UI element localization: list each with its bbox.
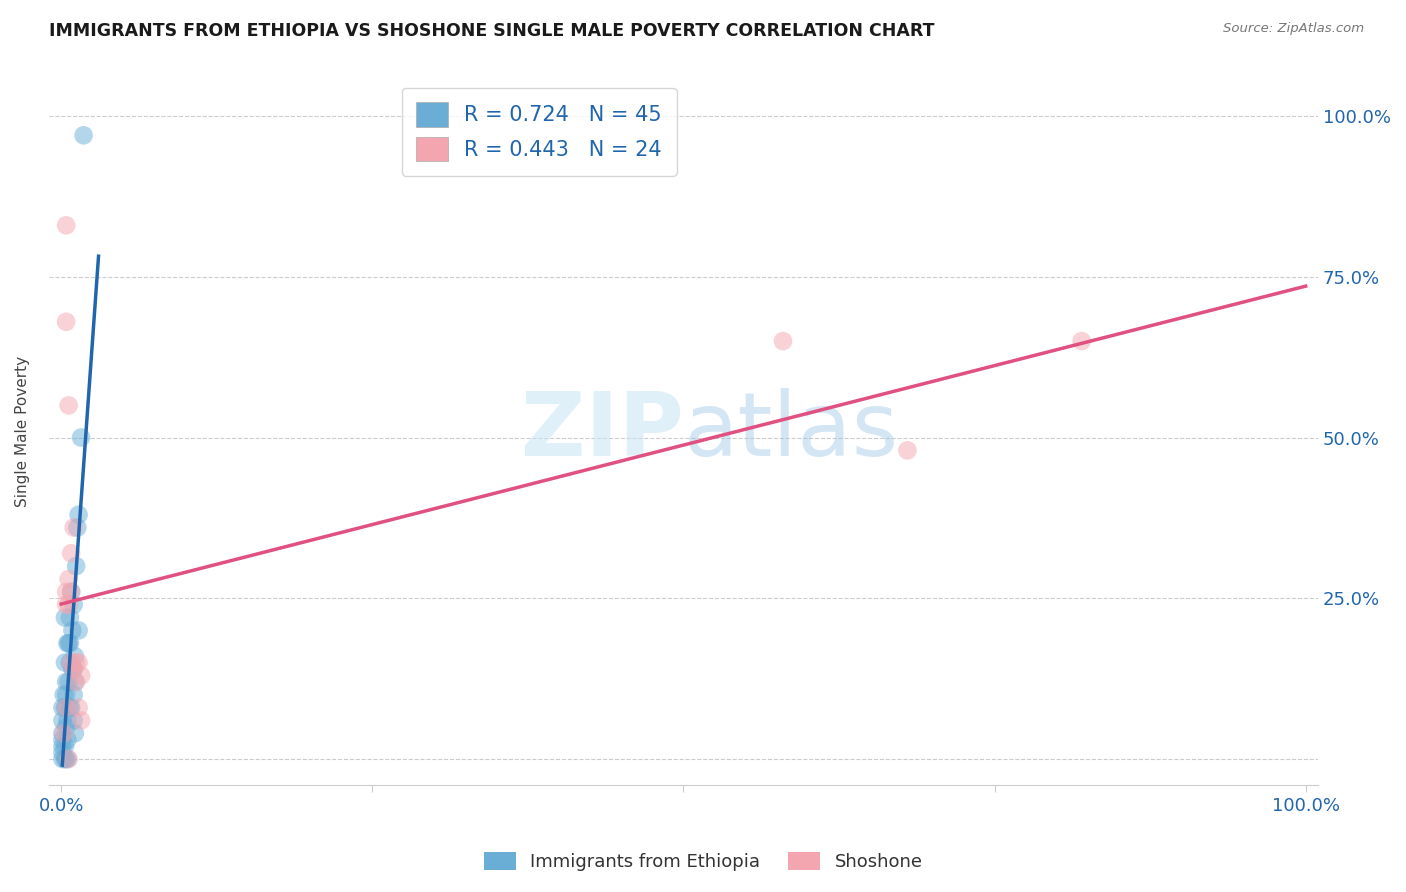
Point bbox=[63, 726, 86, 740]
Point bbox=[51, 752, 73, 766]
Point bbox=[53, 610, 76, 624]
Point bbox=[51, 739, 73, 754]
Point bbox=[62, 688, 84, 702]
Point bbox=[55, 720, 77, 734]
Point bbox=[62, 520, 84, 534]
Point bbox=[55, 219, 77, 233]
Point bbox=[62, 662, 84, 676]
Point bbox=[51, 700, 73, 714]
Point bbox=[51, 732, 73, 747]
Point bbox=[60, 624, 83, 638]
Point bbox=[55, 700, 77, 714]
Point bbox=[53, 752, 76, 766]
Point bbox=[58, 636, 80, 650]
Point bbox=[55, 700, 77, 714]
Point bbox=[65, 656, 87, 670]
Point bbox=[52, 688, 75, 702]
Point bbox=[62, 714, 84, 728]
Point bbox=[60, 585, 83, 599]
Point bbox=[55, 315, 77, 329]
Point bbox=[56, 714, 79, 728]
Point bbox=[58, 598, 80, 612]
Point bbox=[51, 714, 73, 728]
Point bbox=[59, 656, 82, 670]
Point bbox=[67, 656, 90, 670]
Point bbox=[62, 662, 84, 676]
Point bbox=[896, 443, 918, 458]
Legend: Immigrants from Ethiopia, Shoshone: Immigrants from Ethiopia, Shoshone bbox=[477, 845, 929, 879]
Y-axis label: Single Male Poverty: Single Male Poverty bbox=[15, 356, 30, 507]
Point bbox=[51, 726, 73, 740]
Text: ZIP: ZIP bbox=[520, 388, 683, 475]
Legend: R = 0.724   N = 45, R = 0.443   N = 24: R = 0.724 N = 45, R = 0.443 N = 24 bbox=[402, 87, 676, 176]
Point bbox=[55, 752, 77, 766]
Point bbox=[60, 585, 83, 599]
Point bbox=[60, 700, 83, 714]
Point bbox=[55, 688, 77, 702]
Point bbox=[772, 334, 794, 348]
Point bbox=[56, 636, 79, 650]
Point bbox=[67, 624, 90, 638]
Point bbox=[56, 732, 79, 747]
Point bbox=[58, 572, 80, 586]
Point bbox=[65, 674, 87, 689]
Text: Source: ZipAtlas.com: Source: ZipAtlas.com bbox=[1223, 22, 1364, 36]
Point bbox=[60, 546, 83, 560]
Point bbox=[59, 610, 82, 624]
Point bbox=[59, 636, 82, 650]
Text: atlas: atlas bbox=[683, 388, 898, 475]
Point bbox=[60, 656, 83, 670]
Point bbox=[63, 649, 86, 664]
Point bbox=[1070, 334, 1092, 348]
Point bbox=[63, 674, 86, 689]
Point bbox=[58, 674, 80, 689]
Point bbox=[53, 656, 76, 670]
Point bbox=[55, 598, 77, 612]
Point bbox=[72, 128, 94, 143]
Point bbox=[58, 398, 80, 412]
Point bbox=[70, 431, 93, 445]
Point bbox=[65, 559, 87, 574]
Text: IMMIGRANTS FROM ETHIOPIA VS SHOSHONE SINGLE MALE POVERTY CORRELATION CHART: IMMIGRANTS FROM ETHIOPIA VS SHOSHONE SIN… bbox=[49, 22, 935, 40]
Point bbox=[53, 739, 76, 754]
Point bbox=[55, 585, 77, 599]
Point bbox=[66, 520, 89, 534]
Point bbox=[70, 668, 93, 682]
Point bbox=[59, 700, 82, 714]
Point bbox=[67, 700, 90, 714]
Point bbox=[70, 714, 93, 728]
Point bbox=[67, 508, 90, 522]
Point bbox=[55, 674, 77, 689]
Point bbox=[58, 752, 80, 766]
Point bbox=[51, 746, 73, 760]
Point bbox=[56, 752, 79, 766]
Point bbox=[52, 726, 75, 740]
Point bbox=[62, 598, 84, 612]
Point bbox=[60, 662, 83, 676]
Point bbox=[53, 700, 76, 714]
